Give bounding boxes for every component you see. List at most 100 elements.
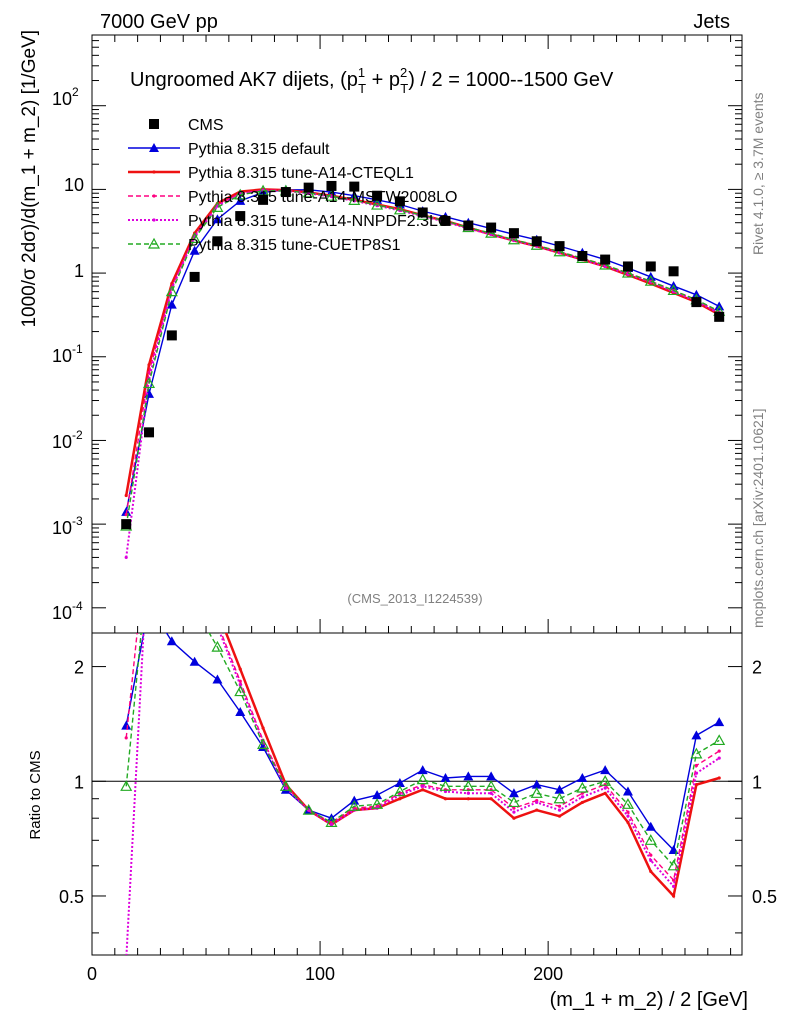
data-point bbox=[234, 188, 247, 200]
data-point bbox=[512, 816, 516, 820]
data-point bbox=[530, 787, 543, 798]
legend-entry: Pythia 8.315 default bbox=[128, 141, 330, 158]
y-tick-label-1e-3: 10-3 bbox=[52, 514, 83, 538]
data-point bbox=[348, 800, 361, 811]
data-point bbox=[216, 622, 219, 625]
mcplots-label: mcplots.cern.ch [arXiv:2401.10621] bbox=[750, 409, 766, 628]
data-point bbox=[124, 736, 128, 740]
data-point bbox=[170, 542, 173, 545]
data-point bbox=[326, 180, 337, 191]
data-point bbox=[393, 785, 406, 797]
data-point bbox=[667, 284, 680, 296]
data-point bbox=[211, 201, 224, 212]
header-jets: Jets bbox=[693, 11, 730, 33]
data-point bbox=[489, 791, 493, 795]
y-tick-label-1e-4: 10-4 bbox=[52, 599, 83, 623]
data-point bbox=[486, 222, 497, 233]
data-point bbox=[170, 563, 173, 566]
data-point bbox=[190, 603, 200, 612]
data-point bbox=[580, 800, 584, 805]
data-point bbox=[463, 771, 474, 781]
data-point bbox=[557, 804, 562, 808]
data-point bbox=[603, 786, 607, 790]
data-point bbox=[212, 236, 223, 247]
data-point bbox=[189, 656, 200, 666]
data-point bbox=[649, 858, 653, 862]
data-point bbox=[580, 795, 584, 799]
main-axis-ticks bbox=[91, 34, 742, 633]
data-point bbox=[466, 791, 470, 795]
data-point bbox=[713, 734, 726, 746]
data-point bbox=[147, 237, 161, 249]
data-point bbox=[193, 582, 196, 585]
data-point bbox=[193, 592, 196, 595]
data-point bbox=[626, 820, 630, 824]
data-point bbox=[577, 251, 588, 262]
data-point bbox=[394, 196, 405, 207]
data-point bbox=[535, 800, 539, 805]
data-point bbox=[234, 685, 247, 697]
data-point bbox=[372, 190, 383, 201]
data-point bbox=[121, 519, 132, 530]
data-point bbox=[694, 771, 698, 775]
data-point bbox=[622, 261, 633, 272]
ratio-axis-ticks: 0.5 0.5 1 1 2 2 0 100 200 bbox=[59, 658, 777, 984]
data-point bbox=[486, 771, 497, 781]
data-point bbox=[440, 215, 451, 226]
data-point bbox=[621, 266, 634, 278]
series-line bbox=[124, 188, 720, 496]
data-point bbox=[284, 786, 288, 790]
legend-label: Pythia 8.315 tune-CUETP8S1 bbox=[188, 237, 401, 254]
data-point bbox=[691, 730, 702, 740]
data-point bbox=[235, 706, 246, 716]
data-point bbox=[485, 226, 498, 238]
ratio-series-pythia-8-315-tune-cuetp8s1 bbox=[120, 579, 726, 871]
data-point bbox=[577, 773, 588, 783]
main-y-tick-labels: 10-4 10-3 10-2 10-1 1 10 102 bbox=[52, 85, 84, 623]
data-point bbox=[439, 780, 452, 791]
data-point bbox=[671, 894, 676, 898]
data-point bbox=[125, 622, 128, 625]
data-point bbox=[238, 683, 242, 687]
legend-entry: CMS bbox=[149, 117, 224, 134]
x-axis-label: (m_1 + m_2) / 2 [GeV] bbox=[550, 989, 748, 1011]
data-point bbox=[622, 786, 633, 796]
data-point bbox=[212, 214, 223, 224]
data-point bbox=[535, 808, 539, 812]
data-point bbox=[279, 780, 292, 791]
data-point bbox=[644, 274, 657, 286]
data-point bbox=[189, 271, 200, 282]
data-point bbox=[238, 667, 242, 671]
ratio-series-pythia-8-315-tune-a14-cteql1 bbox=[125, 542, 721, 899]
y-tick-label-1e-1: 10-1 bbox=[52, 342, 83, 366]
main-series-pythia-8-315-default bbox=[121, 184, 725, 516]
data-point bbox=[166, 330, 177, 341]
data-point bbox=[166, 299, 177, 309]
legend-label: Pythia 8.315 tune-A14-CTEQL1 bbox=[188, 165, 414, 182]
data-point bbox=[121, 720, 132, 730]
data-point bbox=[694, 783, 698, 787]
series-line bbox=[125, 633, 720, 868]
data-point bbox=[671, 878, 676, 882]
data-point bbox=[167, 579, 177, 588]
data-point bbox=[690, 747, 703, 759]
data-point bbox=[649, 853, 653, 857]
data-point bbox=[554, 241, 565, 252]
data-point bbox=[417, 765, 428, 775]
data-point bbox=[443, 797, 448, 801]
data-point bbox=[645, 821, 656, 831]
data-point bbox=[621, 798, 634, 809]
data-point bbox=[149, 119, 159, 129]
ratio-series-pythia-8-315-tune-a14-nnpdf2-3lo bbox=[125, 563, 721, 955]
data-point bbox=[671, 884, 676, 888]
data-point bbox=[165, 285, 178, 297]
data-point bbox=[372, 790, 383, 800]
data-point bbox=[691, 297, 702, 308]
data-point bbox=[417, 207, 428, 218]
data-point bbox=[626, 810, 630, 814]
plot-title: Ungroomed AK7 dijets, (p1 T + p2 T) / 2 = … bbox=[130, 65, 614, 96]
data-point bbox=[303, 182, 314, 193]
main-series-cms bbox=[121, 180, 725, 530]
data-point bbox=[398, 797, 402, 801]
data-point bbox=[421, 784, 425, 788]
